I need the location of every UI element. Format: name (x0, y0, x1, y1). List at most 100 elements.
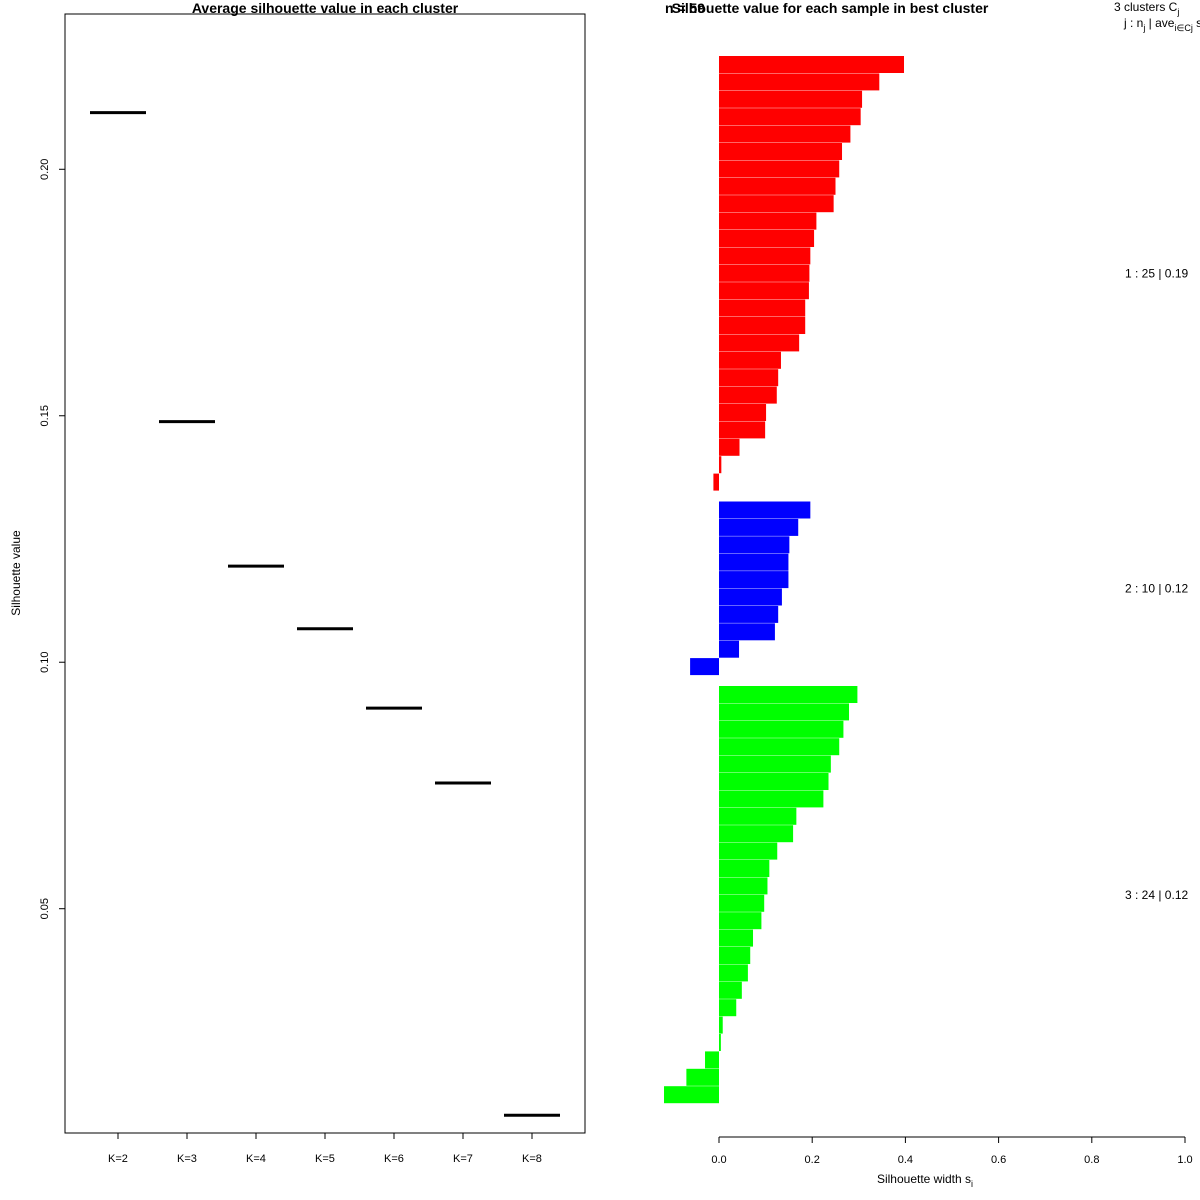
left-x-tick-label: K=2 (108, 1153, 128, 1165)
right-x-axis-label: Silhouette width si (877, 1172, 973, 1189)
left-y-tick-label: 0.20 (39, 159, 51, 180)
right-x-tick-label: 1.0 (1177, 1154, 1192, 1166)
left-plot-frame (64, 13, 586, 1134)
silhouette-bar (719, 438, 740, 456)
left-x-axis: K=2 K=3 K=4 K=5 K=6 K=7 K=8 (108, 1133, 542, 1165)
cluster-label: 3 : 24 | 0.12 (1125, 888, 1188, 902)
cluster-count-main: 3 clusters C (1114, 0, 1178, 14)
silhouette-bar (690, 658, 719, 676)
silhouette-bar (719, 536, 790, 554)
silhouette-bar (719, 386, 777, 404)
silhouette-bar (719, 177, 836, 195)
left-y-axis: 0.05 0.10 0.15 0.20 (39, 159, 65, 919)
silhouette-bar (719, 125, 851, 143)
silhouette-bar (719, 807, 797, 825)
silhouette-bars (664, 56, 905, 1104)
right-chart: n = 59 Silhouette value for each sample … (664, 0, 1200, 1189)
silhouette-bar (719, 160, 840, 178)
silhouette-bar (719, 195, 834, 213)
silhouette-bar (719, 421, 766, 439)
right-x-tick-label: 0.0 (711, 1154, 726, 1166)
legend-header-j: j : n (1123, 16, 1143, 30)
cluster-count-sub: j (1176, 7, 1179, 17)
silhouette-bar (719, 90, 863, 108)
silhouette-bar (719, 247, 811, 265)
silhouette-bar (719, 108, 861, 126)
silhouette-bar (719, 860, 770, 877)
silhouette-bar (719, 282, 809, 300)
silhouette-bar (719, 553, 789, 571)
left-chart: Average silhouette value in each cluster… (9, 0, 586, 1165)
left-y-tick-label: 0.05 (39, 898, 51, 919)
legend-header-ave: | ave (1145, 16, 1174, 30)
silhouette-n-label: n = 59 (665, 0, 705, 16)
cluster-count-text: 3 clusters Cj (1114, 0, 1179, 17)
x-label-main: Silhouette width s (877, 1172, 971, 1186)
left-x-tick-label: K=5 (315, 1153, 335, 1165)
cluster-labels: 1 : 25 | 0.19 2 : 10 | 0.12 3 : 24 | 0.12 (1125, 267, 1188, 902)
left-x-tick-label: K=8 (522, 1153, 542, 1165)
silhouette-bar (719, 947, 751, 964)
silhouette-bar (713, 473, 719, 491)
silhouette-bar (719, 143, 843, 160)
right-x-tick-label: 0.8 (1084, 1154, 1099, 1166)
silhouette-bar (719, 605, 779, 623)
legend-header-ave-sub: i∈Cj (1174, 23, 1192, 33)
silhouette-bar (719, 686, 858, 703)
cluster-count-header: 3 clusters Cj j : nj | avei∈Cj s (1114, 0, 1200, 33)
left-x-tick-label: K=7 (453, 1153, 473, 1165)
silhouette-bar (719, 571, 789, 589)
left-x-tick-label: K=4 (246, 1153, 266, 1165)
right-x-tick-label: 0.6 (991, 1154, 1006, 1166)
silhouette-bar (719, 456, 722, 474)
silhouette-bar (719, 588, 782, 606)
silhouette-bar (719, 317, 806, 334)
left-marks (90, 111, 560, 1117)
right-x-tick-label: 0.2 (805, 1154, 820, 1166)
silhouette-bar (719, 264, 810, 282)
silhouette-bar (719, 720, 844, 738)
left-x-tick-label: K=6 (384, 1153, 404, 1165)
silhouette-bar (664, 1086, 719, 1104)
silhouette-bar (719, 369, 779, 387)
silhouette-bar (719, 790, 824, 808)
silhouette-bar (719, 755, 831, 773)
cluster-label: 2 : 10 | 0.12 (1125, 582, 1188, 596)
silhouette-bar (719, 56, 905, 73)
silhouette-bar (719, 640, 740, 658)
x-label-sub: i (971, 1179, 973, 1189)
left-y-tick-label: 0.15 (39, 405, 51, 426)
silhouette-bar (719, 964, 748, 982)
cluster-label: 1 : 25 | 0.19 (1125, 267, 1188, 281)
silhouette-bar (719, 981, 742, 999)
silhouette-bar (719, 877, 768, 895)
silhouette-bar (719, 212, 817, 230)
legend-header-nj-sub: j (1142, 23, 1145, 33)
silhouette-bar (719, 738, 840, 756)
silhouette-bar (719, 351, 781, 369)
silhouette-bar (719, 894, 765, 912)
silhouette-bar (719, 842, 778, 860)
silhouette-bar (719, 501, 811, 519)
right-x-axis: 0.0 0.2 0.4 0.6 0.8 1.0 (711, 1136, 1193, 1166)
silhouette-bar (719, 623, 775, 641)
silhouette-bar (719, 518, 799, 536)
left-chart-title: Average silhouette value in each cluster (192, 0, 459, 16)
silhouette-bar (719, 1034, 721, 1051)
silhouette-bar (719, 73, 880, 91)
silhouette-bar (686, 1068, 719, 1086)
silhouette-bar (719, 334, 800, 352)
silhouette-bar (719, 773, 829, 790)
silhouette-bar (719, 230, 815, 247)
silhouette-bar (719, 1016, 723, 1034)
left-x-tick-label: K=3 (177, 1153, 197, 1165)
legend-header-s: s (1193, 16, 1200, 30)
right-x-tick-label: 0.4 (898, 1154, 913, 1166)
silhouette-bar (719, 703, 850, 721)
silhouette-bar (719, 404, 767, 421)
left-y-axis-label: Silhouette value (9, 530, 23, 616)
silhouette-bar (719, 999, 737, 1017)
right-chart-title: Silhouette value for each sample in best… (672, 0, 989, 16)
left-y-tick-label: 0.10 (39, 652, 51, 673)
